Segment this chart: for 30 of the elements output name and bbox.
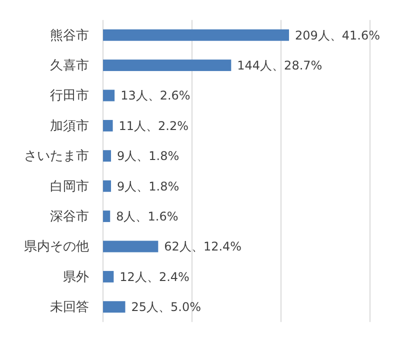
bar xyxy=(103,210,110,222)
y-tick-label: 県外 xyxy=(63,270,89,285)
bar xyxy=(103,90,115,102)
data-label: 8人、1.6% xyxy=(116,210,178,224)
y-tick-label: 深谷市 xyxy=(50,209,89,224)
y-tick-label: 久喜市 xyxy=(50,58,89,74)
y-tick-label: さいたま市 xyxy=(24,149,89,164)
data-label: 9人、1.8% xyxy=(117,149,180,164)
data-label: 209人、41.6% xyxy=(295,28,380,42)
data-label: 12人、2.4% xyxy=(120,270,190,284)
bar xyxy=(103,180,112,192)
y-tick-label: 熊谷市 xyxy=(50,28,89,44)
data-label: 25人、5.0% xyxy=(131,300,202,314)
data-label: 11人、2.2% xyxy=(118,118,189,133)
data-label: 144人、28.7% xyxy=(237,58,322,72)
data-label: 9人、1.8% xyxy=(117,179,180,194)
bar xyxy=(103,301,126,313)
y-tick-label: 加須市 xyxy=(50,118,89,134)
bar xyxy=(103,150,112,162)
y-tick-label: 白岡市 xyxy=(50,179,89,194)
bar xyxy=(103,240,158,252)
y-tick-label: 県内その他 xyxy=(24,240,89,255)
bar xyxy=(103,60,232,72)
data-label: 13人、2.6% xyxy=(120,88,190,103)
bar xyxy=(103,270,114,282)
y-tick-label: 行田市 xyxy=(50,88,89,104)
bar xyxy=(103,29,290,41)
bar xyxy=(103,120,113,132)
data-label: 62人、12.4% xyxy=(164,240,242,254)
y-tick-label: 未回答 xyxy=(50,300,89,316)
